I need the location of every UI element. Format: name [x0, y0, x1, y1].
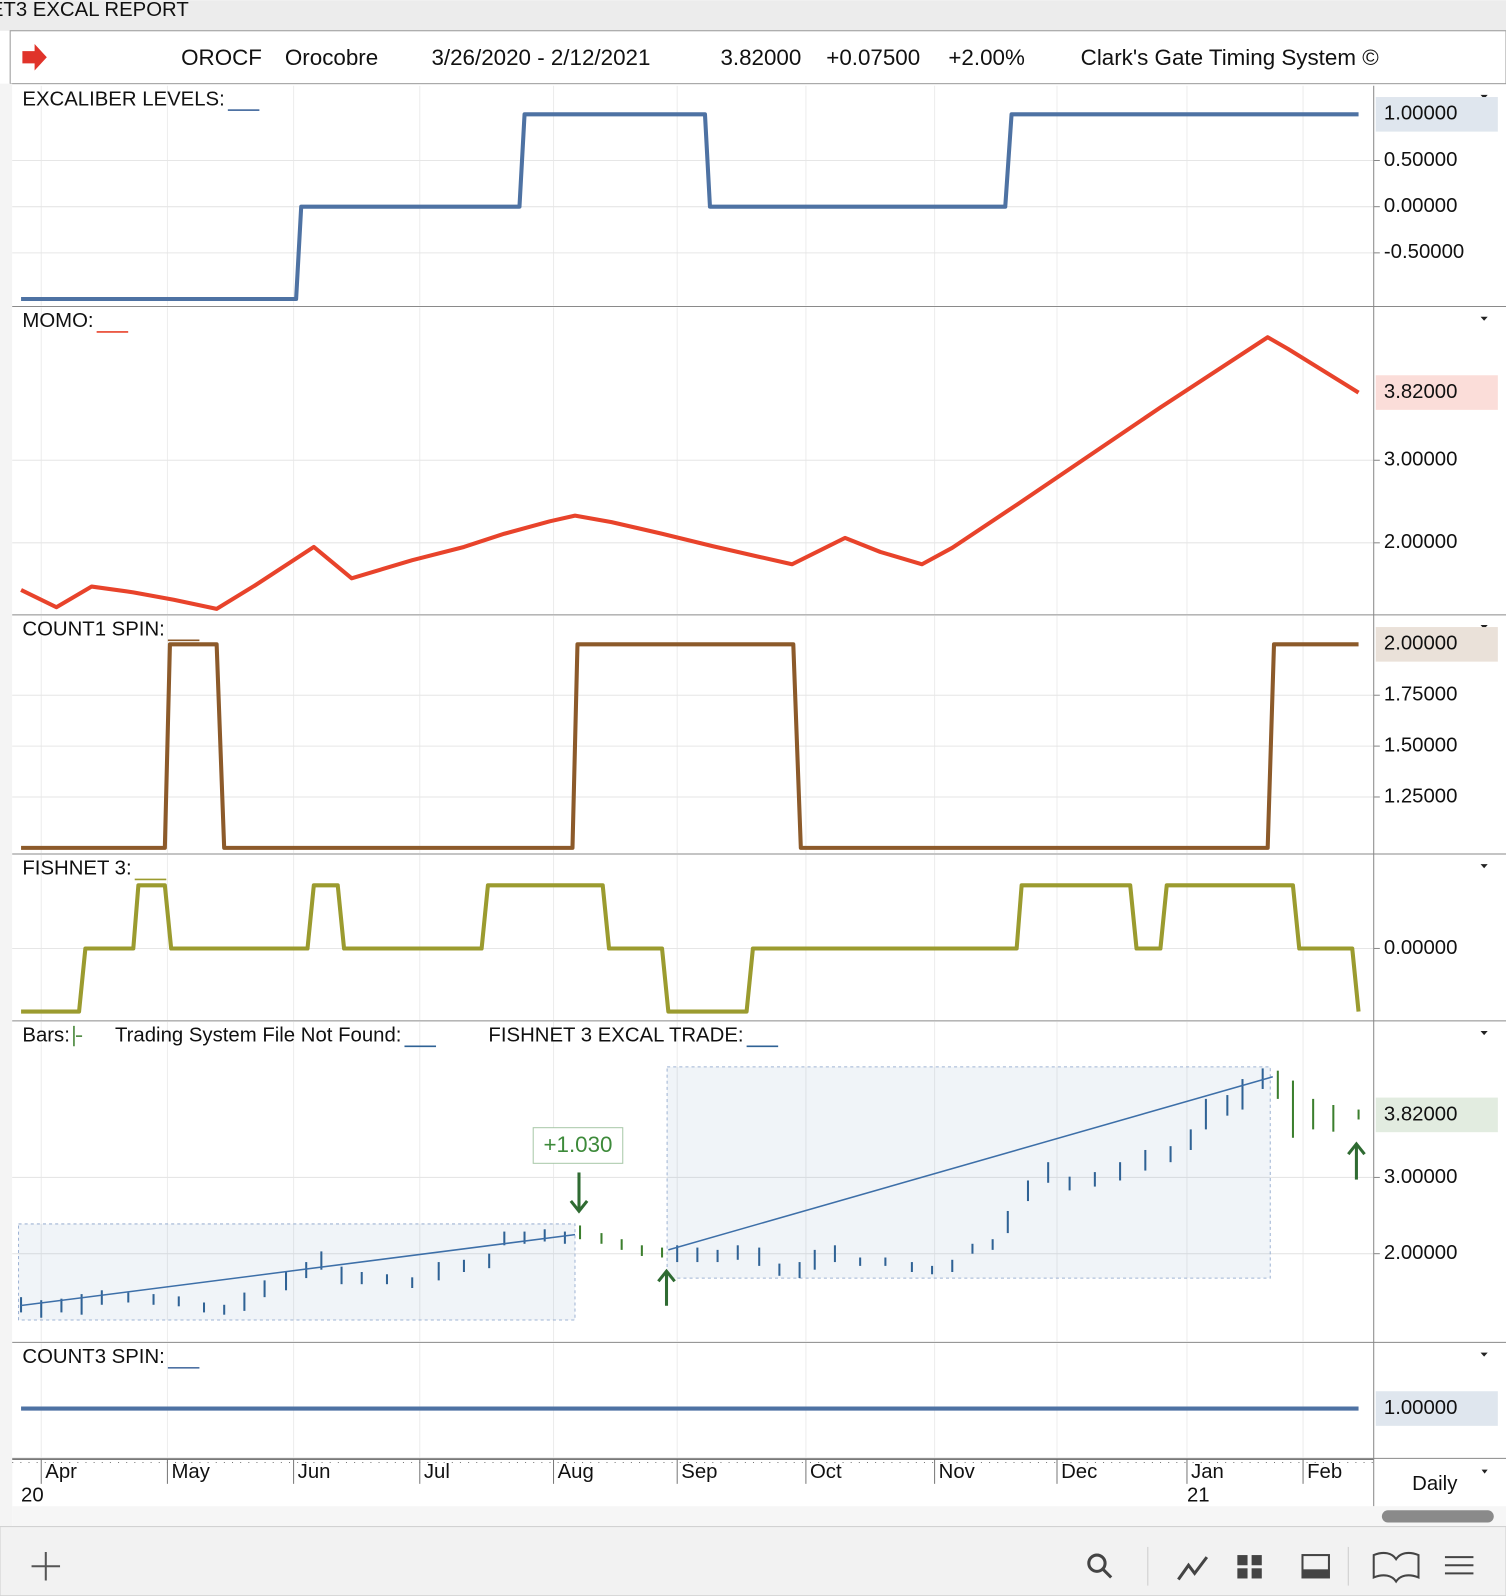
panel-title: COUNT3 SPIN: — [22, 1346, 164, 1368]
panel: 3.00000 2.00000 Bars: Trading System File N… — [12, 1021, 1506, 1343]
x-tick-label: May — [171, 1461, 210, 1483]
panel-title: Bars: — [22, 1024, 69, 1046]
search-handle — [1101, 1568, 1113, 1579]
signal-arrow-head — [657, 1268, 676, 1283]
x-tick-label: Nov — [939, 1461, 976, 1483]
date-range: 3/26/2020 - 2/12/2021 — [431, 45, 650, 70]
y-tick-label: 1.75000 — [1384, 684, 1458, 706]
panel-background — [12, 85, 1374, 306]
panel: 1.75000 1.50000 1.25000 COUNT1 SPIN: 2.00000 — [12, 615, 1506, 855]
panel: 0.00000 FISHNET 3: — [12, 854, 1506, 1022]
search-button[interactable] — [1087, 1553, 1107, 1573]
last-value-box — [1375, 97, 1498, 132]
panels: 0.50000 0.00000 -0.50000 EXCALIBER LEVELS: 1… — [12, 85, 1506, 1459]
panel-title: COUNT1 SPIN: — [22, 618, 164, 640]
trend-line — [20, 1233, 576, 1307]
trend-line — [668, 1076, 1273, 1251]
panel-background — [12, 1021, 1374, 1342]
y-tick-label: 3.00000 — [1384, 1166, 1458, 1188]
grid-button[interactable] — [1237, 1555, 1262, 1579]
toolbar — [0, 1526, 1506, 1596]
channel — [666, 1066, 1271, 1279]
interval[interactable]: Daily — [1412, 1473, 1458, 1495]
x-tick-label: Sep — [681, 1461, 717, 1483]
company-name: Orocobre — [285, 45, 378, 70]
panel-background — [12, 854, 1374, 1020]
last-value-box — [1375, 1391, 1498, 1426]
layout-button[interactable] — [1301, 1554, 1330, 1579]
change-pct: +2.00% — [948, 45, 1025, 70]
x-tick-label: Apr — [45, 1461, 77, 1483]
x-tick-label: Jul — [424, 1461, 450, 1483]
last-value-box — [1375, 375, 1498, 410]
header-bar — [9, 30, 1506, 85]
panel-background — [12, 615, 1374, 853]
series-line — [21, 883, 1361, 1014]
panel-title: EXCALIBER LEVELS: — [22, 88, 224, 110]
last-value-label: 2.00000 — [1384, 633, 1458, 655]
title-bar — [0, 0, 1506, 31]
y-tick-label: 2.00000 — [1384, 1242, 1458, 1264]
x-tick-label: Jan — [1191, 1461, 1224, 1483]
window-title: ET3 EXCAL REPORT — [0, 0, 189, 21]
last-value-label: 3.82000 — [1384, 1103, 1458, 1125]
last-price: 3.82000 — [720, 45, 801, 70]
x-tick-label: Oct — [810, 1461, 842, 1483]
x-tick-label: Feb — [1307, 1461, 1342, 1483]
last-value-box — [1375, 1097, 1498, 1133]
panel-title: FISHNET 3 EXCAL TRADE: — [488, 1024, 743, 1046]
left-margin — [0, 83, 13, 1527]
year-label: 21 — [1187, 1484, 1210, 1506]
y-tick-label: 0.00000 — [1384, 195, 1458, 217]
annotation: +1.030 — [543, 1132, 612, 1157]
y-tick-label: 1.50000 — [1384, 734, 1458, 756]
series-line — [21, 112, 1359, 302]
panel-dropdown[interactable] — [1480, 94, 1488, 99]
panel-background — [12, 1343, 1374, 1458]
last-value-label: 3.82000 — [1384, 381, 1458, 403]
interval-dropdown[interactable] — [1481, 1469, 1488, 1474]
panel: 3.00000 2.00000 MOMO: 3.82000 — [12, 307, 1506, 616]
last-value-box — [1375, 627, 1498, 662]
panel-title: MOMO: — [22, 310, 93, 332]
chart-style-button[interactable] — [1177, 1556, 1209, 1581]
panel-dropdown[interactable] — [1480, 1031, 1488, 1036]
symbol: OROCF — [181, 45, 262, 70]
system-name: Clark's Gate Timing System © — [1081, 45, 1380, 70]
add-button[interactable] — [31, 1552, 61, 1581]
y-tick-label: 1.25000 — [1384, 785, 1458, 807]
panel-title: FISHNET 3: — [22, 858, 131, 880]
panel-title: Trading System File Not Found: — [115, 1024, 401, 1046]
panel-dropdown[interactable] — [1480, 1352, 1488, 1357]
year-label: 20 — [21, 1484, 44, 1506]
book-button[interactable] — [1372, 1551, 1420, 1584]
y-tick-label: 3.00000 — [1384, 449, 1458, 471]
annotation-box — [532, 1127, 624, 1164]
panel: COUNT3 SPIN: 1.00000 — [12, 1343, 1506, 1459]
last-value-label: 1.00000 — [1384, 103, 1458, 125]
menu-button[interactable] — [1444, 1556, 1474, 1575]
series-line — [21, 642, 1359, 850]
bar-glyph — [73, 1025, 83, 1047]
x-tick-label: Jun — [298, 1461, 331, 1483]
panel: 0.50000 0.00000 -0.50000 EXCALIBER LEVELS: 1… — [12, 85, 1506, 308]
x-tick-label: Aug — [558, 1461, 594, 1483]
last-value-label: 1.00000 — [1384, 1397, 1458, 1419]
channel — [18, 1223, 576, 1321]
y-tick-label: 0.50000 — [1384, 149, 1458, 171]
scrollbar-thumb[interactable] — [1381, 1510, 1494, 1523]
scroll-area — [12, 1506, 1506, 1527]
signal-arrow-head — [569, 1200, 589, 1214]
panel-dropdown[interactable] — [1480, 864, 1488, 869]
y-tick-label: 2.00000 — [1384, 531, 1458, 553]
series-line — [20, 335, 1360, 611]
y-tick-label: -0.50000 — [1384, 241, 1464, 263]
y-tick-label: 0.00000 — [1384, 937, 1458, 959]
signal-arrow-head — [1347, 1141, 1366, 1156]
change: +0.07500 — [826, 45, 920, 70]
x-tick-label: Dec — [1061, 1461, 1097, 1483]
panel-dropdown[interactable] — [1480, 316, 1488, 321]
